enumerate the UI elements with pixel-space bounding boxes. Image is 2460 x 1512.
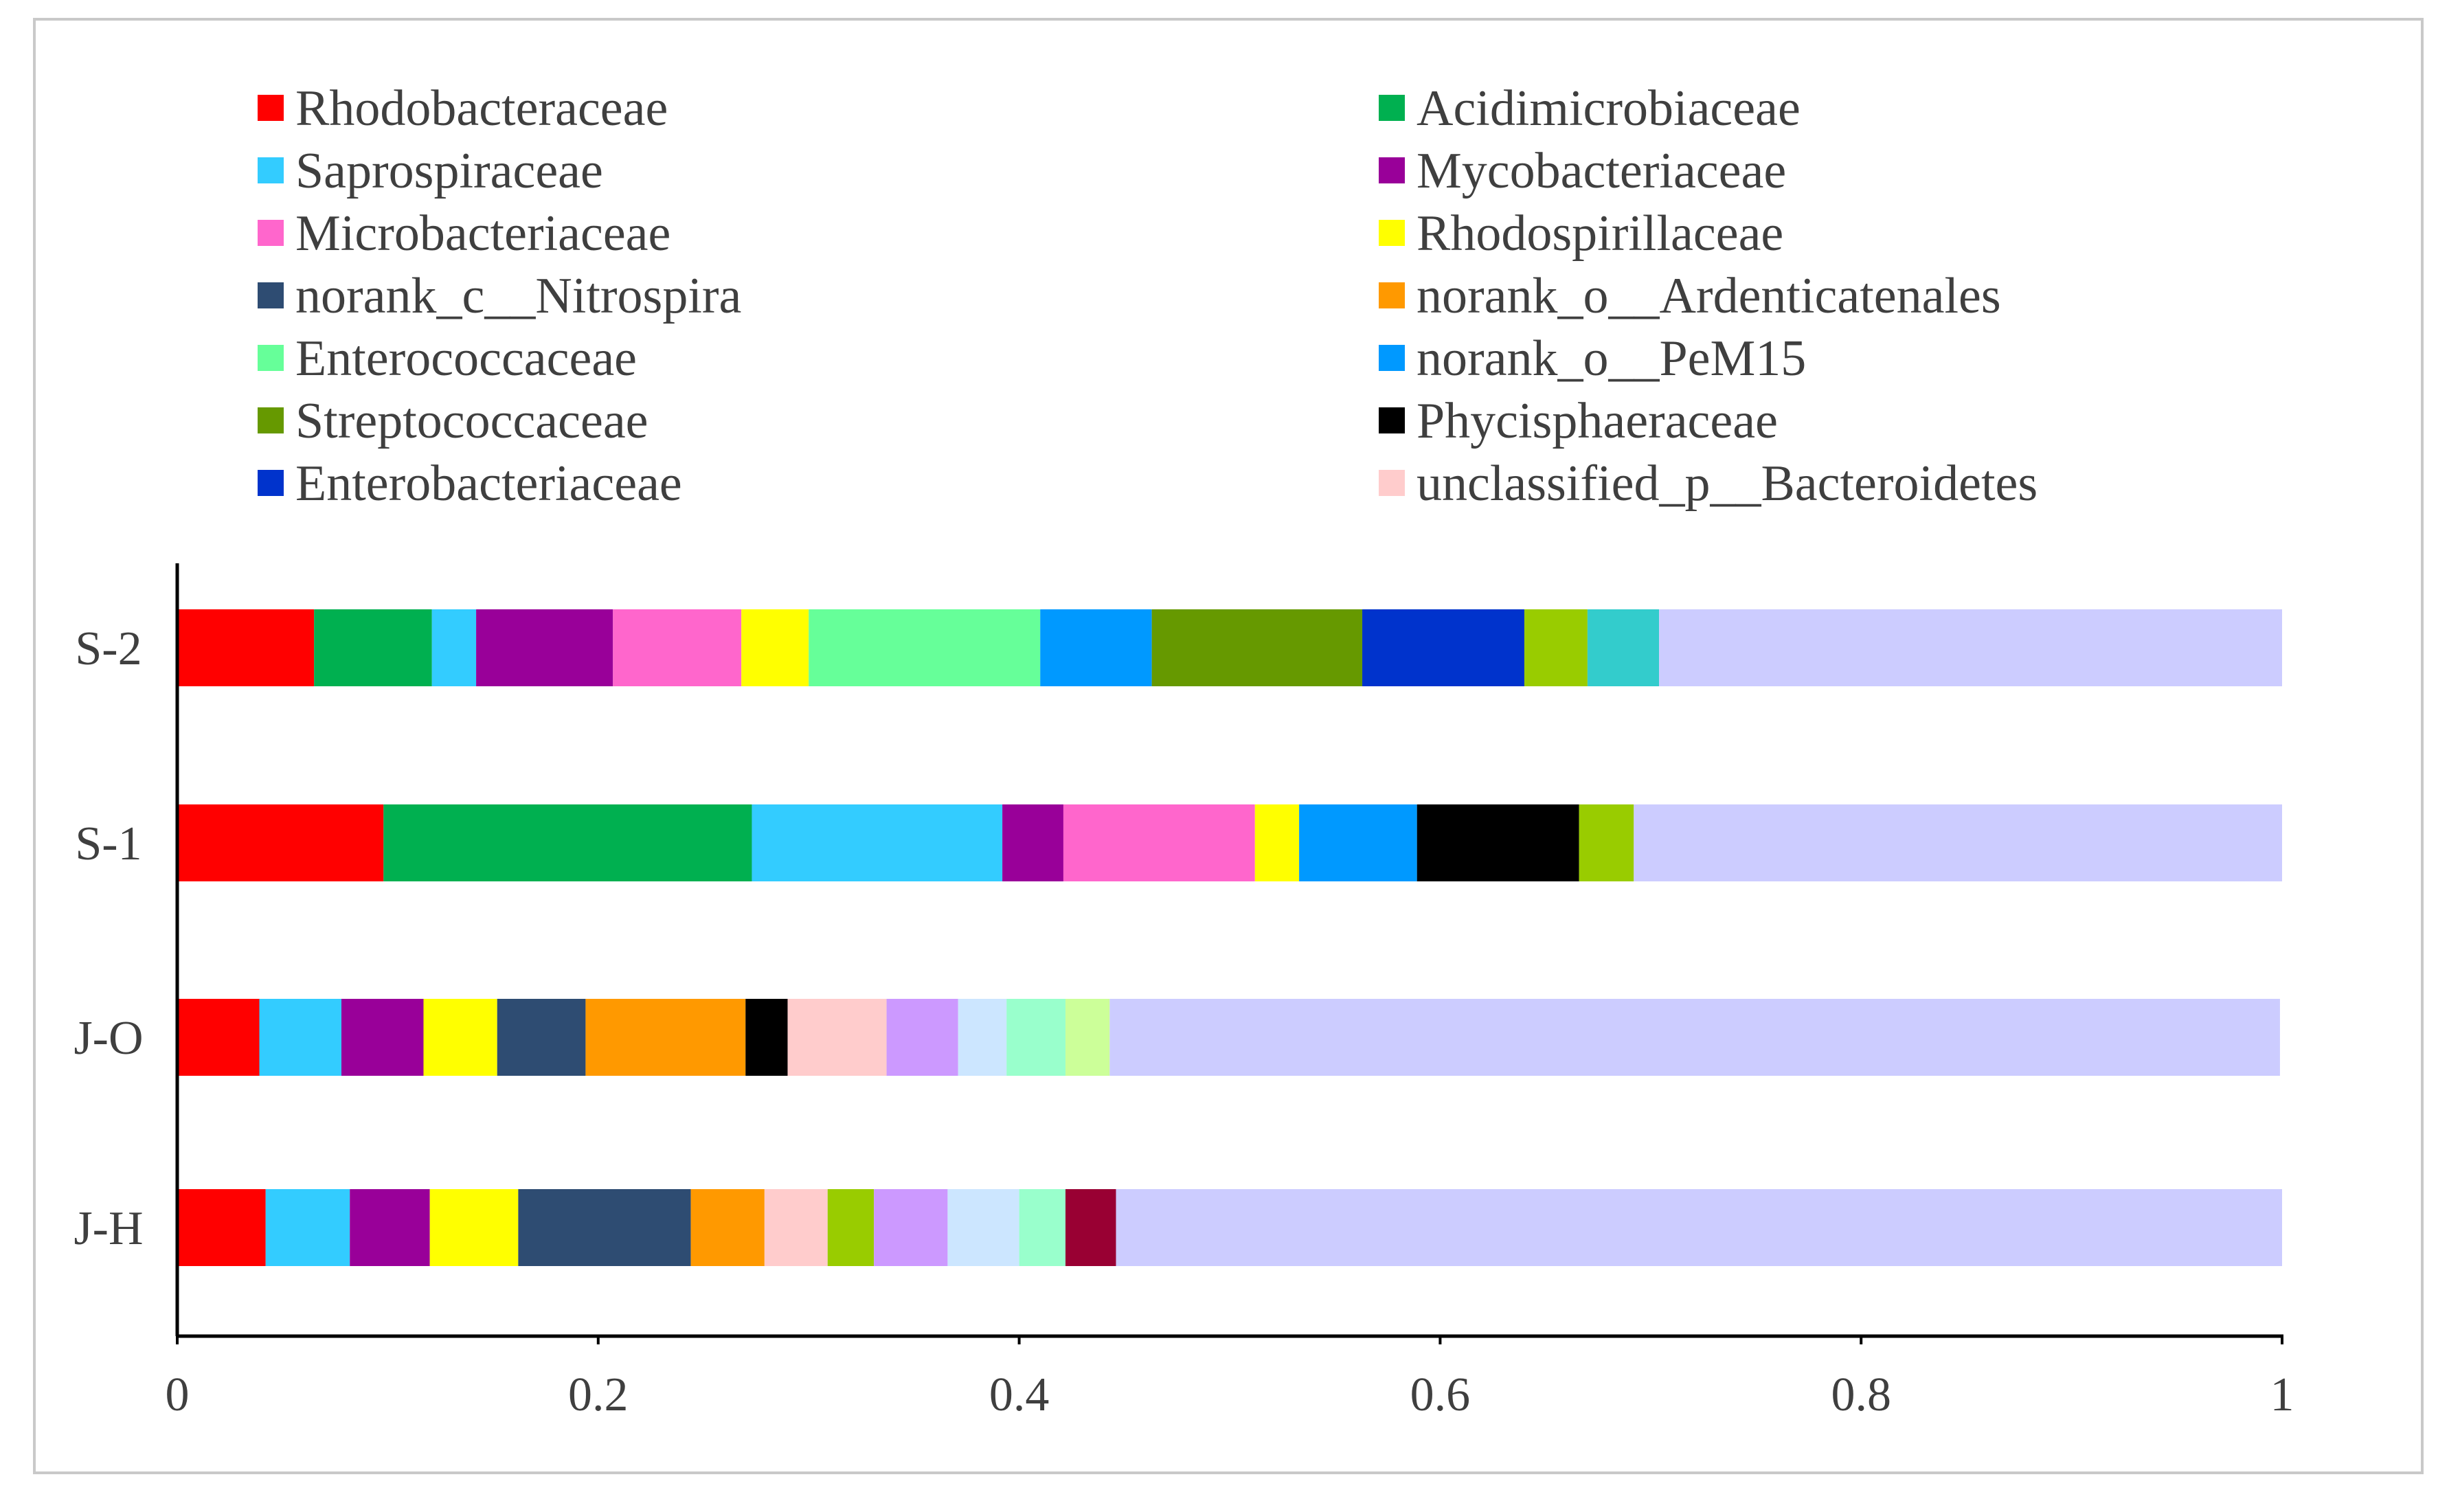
bar-j-o-segment-unclassified-p-bacteroidetes bbox=[787, 999, 887, 1076]
legend-label-enterobacteriaceae: Enterobacteriaceae bbox=[295, 455, 682, 512]
legend-label-rhodospirillaceae: Rhodospirillaceae bbox=[1417, 205, 1783, 262]
legend-label-saprospiraceae: Saprospiraceae bbox=[295, 143, 603, 199]
x-tick-label: 0 bbox=[166, 1368, 190, 1421]
legend-swatch-norank-o-pem15 bbox=[1379, 345, 1405, 371]
legend-label-norank-o-ardenticatenales: norank_o__Ardenticatenales bbox=[1417, 268, 2001, 324]
bar-j-o-segment-other-paleblue bbox=[958, 999, 1007, 1076]
legend-label-streptococcaceae: Streptococcaceae bbox=[295, 393, 648, 449]
legend-swatch-norank-c-nitrospira bbox=[258, 282, 284, 308]
bar-j-o-segment-other-lavender bbox=[886, 999, 958, 1076]
axes: 0 0.2 0.4 0.6 0.8 1 bbox=[166, 563, 2294, 1421]
legend-label-phycisphaeraceae: Phycisphaeraceae bbox=[1417, 393, 1778, 449]
legend-swatch-phycisphaeraceae bbox=[1379, 407, 1405, 433]
legend: Rhodobacteraceae Acidimicrobiaceae Saprosp… bbox=[258, 80, 2038, 512]
stacked-bar-chart: Rhodobacteraceae Acidimicrobiaceae Saprosp… bbox=[74, 80, 2294, 1421]
bar-j-h-segment-other-lime bbox=[827, 1189, 874, 1266]
legend-label-microbacteriaceae: Microbacteriaceae bbox=[295, 205, 670, 262]
bar-s-2-segment-other-teal bbox=[1587, 609, 1660, 686]
bar-s-2-segment-enterococcaceae bbox=[809, 609, 1041, 686]
y-tick-label-j-o: J-O bbox=[74, 1012, 143, 1065]
bar-j-h-segment-saprospiraceae bbox=[265, 1189, 350, 1266]
legend-swatch-norank-o-ardenticatenales bbox=[1379, 282, 1405, 308]
bar-j-o-segment-other-mint bbox=[1006, 999, 1066, 1076]
x-tick-label: 1 bbox=[2270, 1368, 2294, 1421]
bar-s-1-segment-other-lime bbox=[1579, 804, 1634, 881]
bar-j-o-segment-norank-o-ardenticatenales bbox=[585, 999, 746, 1076]
bar-s-1-segment-others bbox=[1634, 804, 2282, 881]
bar-j-o-segment-mycobacteriaceae bbox=[341, 999, 424, 1076]
legend-swatch-enterococcaceae bbox=[258, 345, 284, 371]
legend-label-unclassified-p-bacteroidetes: unclassified_p__Bacteroidetes bbox=[1417, 455, 2038, 512]
bar-s-2-segment-acidimicrobiaceae bbox=[314, 609, 432, 686]
bar-j-o-segment-other-palelime bbox=[1065, 999, 1110, 1076]
legend-label-mycobacteriaceae: Mycobacteriaceae bbox=[1417, 143, 1786, 199]
bar-s-1-segment-norank-o-pem15 bbox=[1299, 804, 1417, 881]
x-tick-label: 0.8 bbox=[1831, 1368, 1891, 1421]
bar-s-2-segment-microbacteriaceae bbox=[613, 609, 742, 686]
legend-label-enterococcaceae: Enterococcaceae bbox=[295, 330, 637, 387]
bar-s-1-segment-mycobacteriaceae bbox=[1002, 804, 1063, 881]
bar-j-o-segment-norank-c-nitrospira bbox=[497, 999, 586, 1076]
legend-swatch-rhodobacteraceae bbox=[258, 95, 284, 121]
bar-j-h-segment-others bbox=[1116, 1189, 2282, 1266]
legend-label-acidimicrobiaceae: Acidimicrobiaceae bbox=[1417, 80, 1801, 137]
bar-j-o-segment-rhodospirillaceae bbox=[423, 999, 497, 1076]
bar-j-h-segment-unclassified-p-bacteroidetes bbox=[764, 1189, 828, 1266]
legend-swatch-acidimicrobiaceae bbox=[1379, 95, 1405, 121]
y-tick-label-s-1: S-1 bbox=[75, 817, 142, 870]
legend-swatch-mycobacteriaceae bbox=[1379, 157, 1405, 183]
bar-s-1-segment-saprospiraceae bbox=[752, 804, 1003, 881]
legend-swatch-streptococcaceae bbox=[258, 407, 284, 433]
bar-s-2-segment-streptococcaceae bbox=[1151, 609, 1363, 686]
bar-s-2-segment-others bbox=[1659, 609, 2282, 686]
bar-s-2-segment-norank-o-pem15 bbox=[1040, 609, 1152, 686]
bar-s-1-segment-acidimicrobiaceae bbox=[383, 804, 752, 881]
bar-j-h-segment-other-mint bbox=[1019, 1189, 1066, 1266]
bar-s-1-segment-rhodobacteraceae bbox=[177, 804, 384, 881]
bar-j-h-segment-other-paleblue bbox=[947, 1189, 1019, 1266]
x-tick-label: 0.6 bbox=[1410, 1368, 1471, 1421]
legend-swatch-saprospiraceae bbox=[258, 157, 284, 183]
bar-s-1-segment-phycisphaeraceae bbox=[1417, 804, 1579, 881]
bar-s-2-segment-rhodobacteraceae bbox=[177, 609, 315, 686]
bar-s-2-segment-saprospiraceae bbox=[431, 609, 477, 686]
bar-j-o-segment-saprospiraceae bbox=[259, 999, 341, 1076]
bar-j-h-segment-rhodobacteraceae bbox=[177, 1189, 266, 1266]
plot-bars: S-2 S-1 J-O J-H bbox=[74, 609, 2282, 1266]
bar-j-o-segment-rhodobacteraceae bbox=[177, 999, 260, 1076]
bar-j-o-segment-others bbox=[1109, 999, 2280, 1076]
chart-frame: Rhodobacteraceae Acidimicrobiaceae Saprosp… bbox=[33, 18, 2424, 1474]
y-tick-label-s-2: S-2 bbox=[75, 622, 142, 675]
y-tick-label-j-h: J-H bbox=[74, 1202, 143, 1255]
bar-j-o-segment-phycisphaeraceae bbox=[745, 999, 788, 1076]
x-tick-label: 0.4 bbox=[989, 1368, 1050, 1421]
legend-swatch-enterobacteriaceae bbox=[258, 470, 284, 496]
legend-swatch-rhodospirillaceae bbox=[1379, 220, 1405, 246]
legend-label-norank-c-nitrospira: norank_c__Nitrospira bbox=[295, 268, 741, 324]
legend-swatch-unclassified-p-bacteroidetes bbox=[1379, 470, 1405, 496]
bar-j-h-segment-other-maroon bbox=[1065, 1189, 1116, 1266]
bar-j-h-segment-mycobacteriaceae bbox=[350, 1189, 430, 1266]
bar-s-1-segment-rhodospirillaceae bbox=[1254, 804, 1300, 881]
bar-j-h-segment-rhodospirillaceae bbox=[429, 1189, 519, 1266]
bar-j-h-segment-other-lavender bbox=[874, 1189, 948, 1266]
bar-s-2-segment-mycobacteriaceae bbox=[476, 609, 613, 686]
legend-swatch-microbacteriaceae bbox=[258, 220, 284, 246]
bar-s-2-segment-other-lime bbox=[1524, 609, 1588, 686]
bar-s-2-segment-enterobacteriaceae bbox=[1362, 609, 1524, 686]
bar-s-2-segment-rhodospirillaceae bbox=[741, 609, 809, 686]
bar-j-h-segment-norank-o-ardenticatenales bbox=[690, 1189, 765, 1266]
legend-label-norank-o-pem15: norank_o__PeM15 bbox=[1417, 330, 1806, 387]
legend-label-rhodobacteraceae: Rhodobacteraceae bbox=[295, 80, 668, 137]
x-tick-label: 0.2 bbox=[568, 1368, 629, 1421]
bar-j-h-segment-norank-c-nitrospira bbox=[518, 1189, 691, 1266]
bar-s-1-segment-microbacteriaceae bbox=[1063, 804, 1255, 881]
